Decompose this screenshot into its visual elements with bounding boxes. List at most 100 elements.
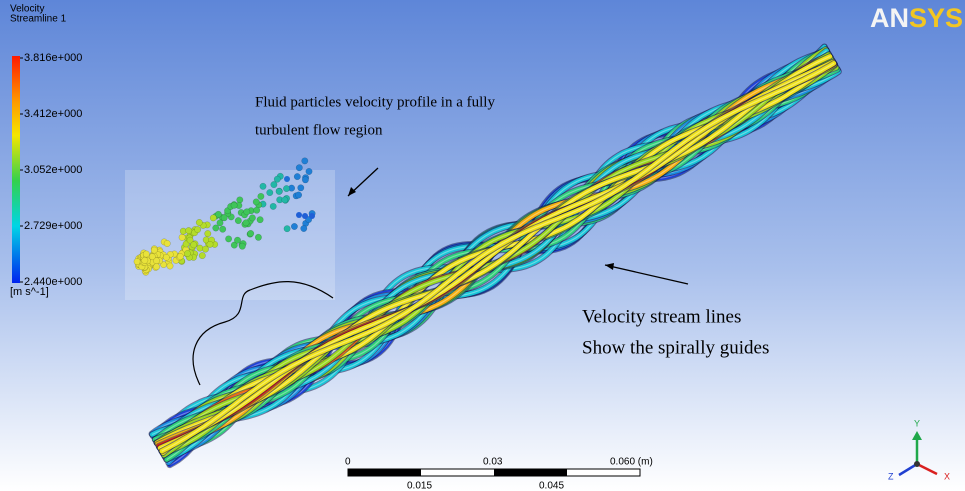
particle (247, 230, 255, 237)
particle (273, 175, 281, 183)
triad-head (912, 431, 922, 440)
logo: ANSYS (870, 3, 963, 33)
particle (309, 213, 315, 219)
particle (238, 242, 246, 250)
particle (234, 236, 241, 244)
particle (141, 256, 149, 264)
streamline (154, 54, 833, 446)
scale-label: 0.03 (483, 457, 503, 468)
particle (297, 184, 305, 192)
particle (190, 241, 198, 249)
scale-bar-segment (494, 469, 567, 476)
legend-title: Velocity (10, 4, 44, 15)
particle (162, 253, 170, 261)
triad-label: X (944, 471, 950, 481)
particle (166, 262, 174, 270)
particle (230, 241, 238, 249)
particle (236, 196, 244, 204)
legend-label: 2.729e+000 (24, 220, 82, 232)
particle (256, 216, 264, 224)
annotation-text: Show the spirally guides (582, 337, 769, 358)
particle (301, 176, 309, 184)
particle (183, 250, 191, 258)
scale-label: 0 (345, 457, 351, 468)
legend-labels: 3.816e+000 3.412e+000 3.052e+000 2.729e+000… (20, 52, 82, 288)
particle (194, 226, 202, 234)
streamlines (148, 43, 842, 469)
streamline-highlight (156, 55, 831, 444)
particle (163, 240, 171, 247)
particle (206, 240, 214, 248)
particle (142, 250, 150, 258)
particle (254, 233, 262, 241)
particle (153, 263, 161, 271)
scale-bar-segment (348, 469, 421, 476)
scale-bar: 0 0.03 0.060 (m) 0.015 0.045 (345, 457, 653, 491)
particle (234, 217, 242, 225)
particle (295, 164, 303, 172)
particle (290, 223, 298, 230)
particle (252, 198, 260, 206)
scale-label: 0.015 (407, 481, 432, 491)
bracket (192, 281, 334, 386)
color-bar (12, 56, 20, 283)
particle (198, 252, 206, 260)
annotation-text: turbulent flow region (255, 122, 383, 138)
particle (160, 261, 168, 269)
particle (300, 225, 308, 232)
particle (284, 176, 290, 182)
particle (176, 253, 184, 260)
particle (225, 235, 233, 243)
arrow-head (605, 263, 614, 270)
particle (186, 236, 194, 244)
streamline-highlight (161, 62, 835, 452)
particle (295, 191, 303, 199)
particles (133, 157, 316, 276)
particle (281, 196, 289, 204)
particle (266, 189, 274, 197)
particle (182, 240, 190, 248)
annotation-text: Velocity stream lines (582, 306, 741, 327)
particle (248, 214, 256, 222)
streamline (159, 61, 837, 454)
particle (301, 157, 309, 165)
particle (195, 219, 203, 226)
axis-triad: Y Z X (888, 418, 950, 481)
triad-origin (914, 461, 920, 467)
particle (243, 208, 251, 216)
particle (302, 213, 308, 219)
particle (212, 224, 220, 232)
legend-unit: [m s^-1] (10, 286, 49, 298)
particle (257, 192, 265, 200)
arrow-head (348, 187, 356, 196)
particle (202, 245, 209, 253)
scale-label: 0.045 (539, 481, 564, 491)
triad-axis (898, 462, 918, 477)
triad-axis (916, 462, 938, 476)
particle (283, 185, 290, 193)
particle (230, 201, 238, 209)
particle (275, 187, 283, 195)
particle (220, 214, 228, 222)
arrow (604, 264, 689, 285)
particle (242, 219, 250, 227)
legend-label: 3.816e+000 (24, 52, 82, 64)
particle (296, 212, 302, 218)
particle (185, 227, 193, 235)
particle (253, 206, 261, 214)
particle (270, 181, 278, 189)
legend-subtitle: Streamline 1 (10, 14, 67, 25)
legend-label: 2.440e+000 (24, 276, 82, 288)
particle (216, 219, 224, 227)
triad-label: Z (888, 471, 894, 481)
annotation-text: Fluid particles velocity profile in a fu… (255, 94, 495, 110)
particle (133, 258, 141, 266)
particle (150, 246, 158, 254)
particle (209, 214, 217, 222)
triad-label: Y (914, 418, 920, 428)
particle (259, 182, 267, 190)
particle (204, 230, 212, 238)
particle (293, 173, 301, 181)
